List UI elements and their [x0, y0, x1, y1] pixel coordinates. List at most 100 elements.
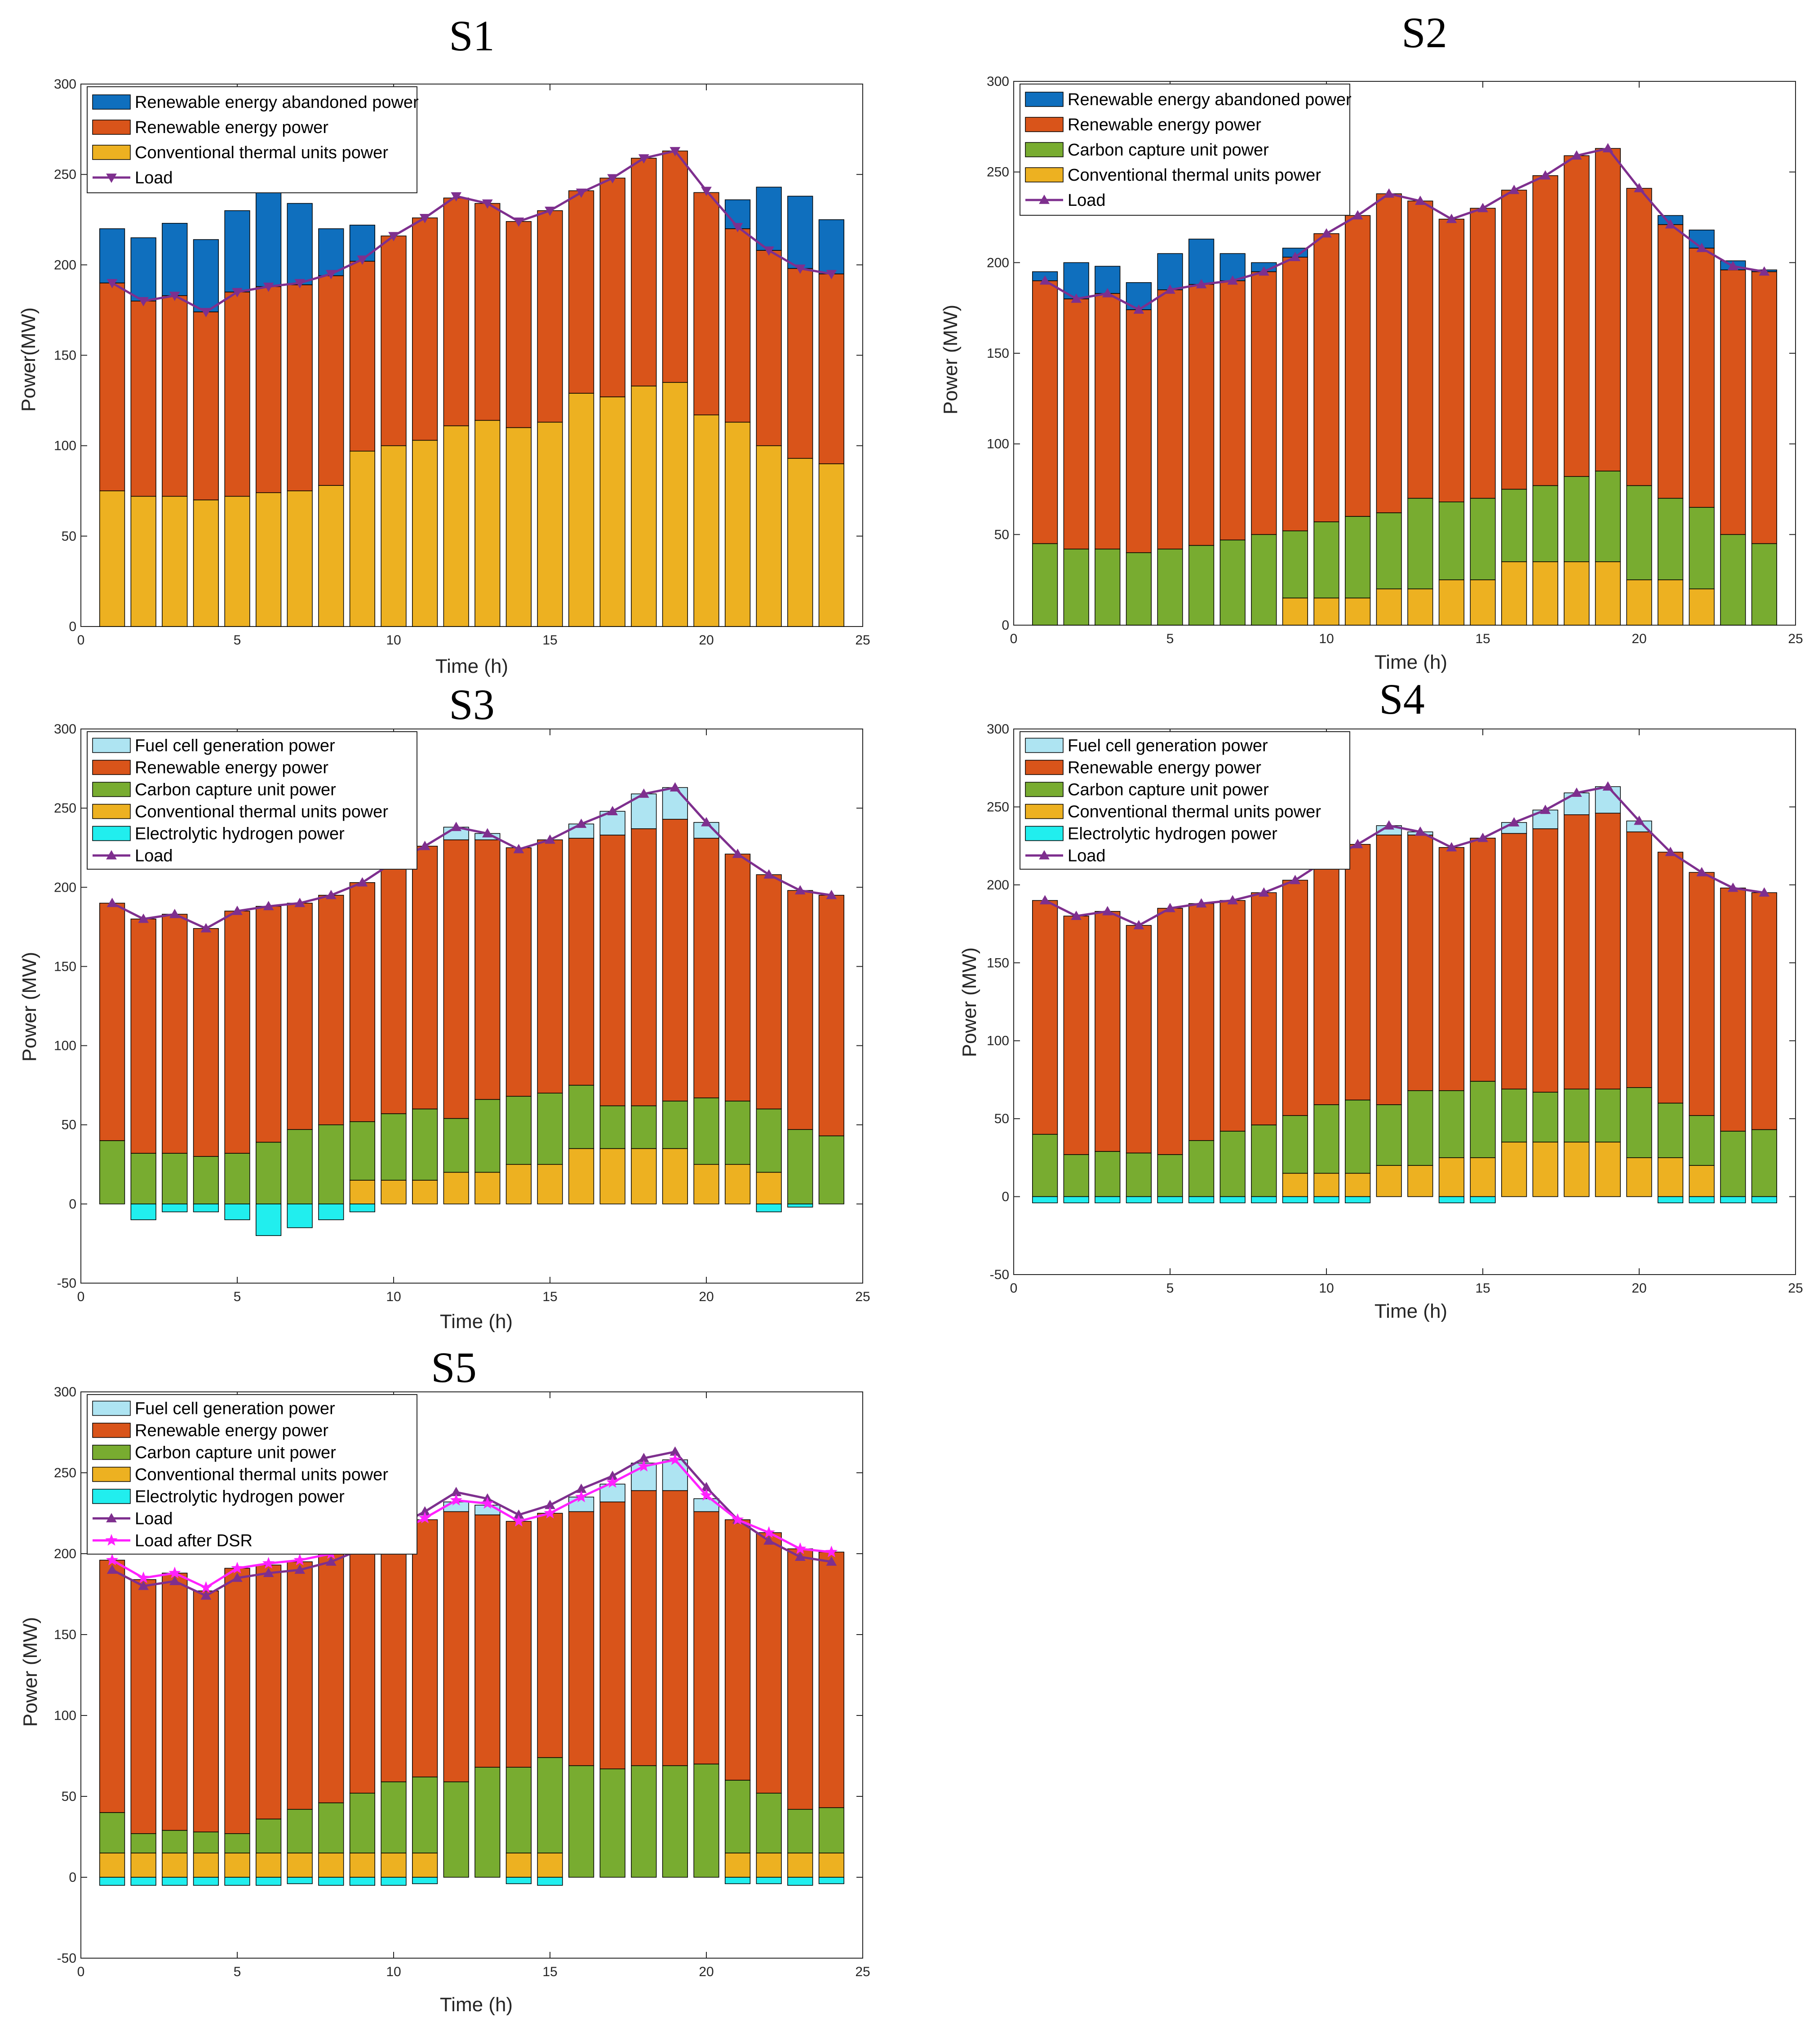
- bar-electro: [787, 1204, 813, 1208]
- point-load: [826, 889, 837, 899]
- legend-swatch-thermal: [92, 145, 131, 160]
- point-load: [1727, 261, 1738, 271]
- bar-thermal: [474, 420, 501, 627]
- y-tick-label: 300: [54, 722, 76, 737]
- point-load: [357, 255, 368, 265]
- bar-electro: [193, 1877, 219, 1886]
- point-load: [1727, 882, 1738, 892]
- bar-electro: [1188, 1196, 1215, 1204]
- bar-carbon: [1658, 498, 1684, 580]
- point-load: [388, 232, 399, 241]
- bar-carbon: [1689, 507, 1715, 590]
- y-tick-label: 250: [54, 1466, 76, 1480]
- y-tick-label: 100: [987, 437, 1009, 452]
- legend-label-electro: Electrolytic hydrogen power: [135, 1488, 345, 1506]
- bar-carbon: [1626, 485, 1652, 580]
- bar-renewable: [349, 882, 375, 1122]
- bar-carbon: [1157, 1154, 1183, 1197]
- bar-renewable: [505, 1521, 532, 1768]
- bar-thermal: [1626, 1157, 1652, 1197]
- bar-thermal: [756, 1172, 782, 1204]
- point-load: [1196, 279, 1207, 289]
- bar-carbon: [1032, 1134, 1058, 1197]
- bar-thermal: [1438, 1157, 1464, 1197]
- point-load: [545, 206, 555, 216]
- y-tick-label: 250: [54, 801, 76, 816]
- legend-swatch-electro: [92, 1489, 131, 1504]
- point-load: [263, 282, 274, 292]
- point-load: [1258, 266, 1269, 276]
- bar-carbon: [1470, 1081, 1496, 1158]
- bar-fuelcell: [599, 811, 625, 835]
- bar-thermal: [756, 445, 782, 627]
- bar-renewable: [443, 197, 469, 427]
- bar-renewable: [287, 284, 313, 492]
- bar-thermal: [256, 1853, 282, 1878]
- bar-carbon: [256, 1818, 282, 1853]
- point-load: [325, 889, 337, 899]
- y-tick-label: 50: [994, 1111, 1009, 1126]
- bar-carbon: [818, 1807, 844, 1853]
- point-load: [1352, 839, 1363, 849]
- bar-renewable: [1532, 175, 1558, 486]
- bar-carbon: [599, 1105, 625, 1149]
- bar-thermal: [568, 1148, 594, 1204]
- line-load: [111, 150, 832, 313]
- point-dsr: [262, 1557, 275, 1569]
- y-tick-label: 100: [54, 1708, 76, 1723]
- bar-abandoned: [193, 239, 219, 312]
- point-load: [1602, 781, 1614, 791]
- point-dsr: [638, 1460, 650, 1472]
- bar-renewable: [1345, 844, 1371, 1101]
- x-tick-label: 0: [1010, 631, 1018, 646]
- legend-label-renewable: Renewable energy power: [135, 1422, 328, 1440]
- legend-swatch-electro: [92, 826, 131, 841]
- y-tick-label: 200: [987, 878, 1009, 893]
- legend-label-abandoned: Renewable energy abandoned power: [1068, 90, 1352, 109]
- point-dsr: [481, 1497, 494, 1509]
- bar-electro: [1063, 1196, 1089, 1204]
- bar-carbon: [1251, 534, 1277, 626]
- bar-renewable: [1376, 193, 1402, 513]
- bar-thermal: [662, 1148, 688, 1204]
- bar-abandoned: [1157, 253, 1183, 290]
- y-tick-label: 50: [994, 527, 1009, 542]
- x-tick-label: 25: [855, 633, 870, 648]
- bar-renewable: [725, 853, 751, 1102]
- legend: Fuel cell generation power Renewable ener…: [87, 1394, 417, 1555]
- bar-renewable: [1313, 233, 1339, 522]
- bar-renewable: [662, 151, 688, 383]
- point-load: [1165, 902, 1175, 912]
- bar-carbon: [224, 1833, 250, 1853]
- bar-carbon: [1564, 1089, 1590, 1142]
- bar-renewable: [505, 847, 532, 1097]
- bar-renewable: [1501, 190, 1527, 490]
- bar-electro: [537, 1877, 563, 1886]
- line-load: [111, 1450, 832, 1597]
- bar-renewable: [568, 190, 594, 394]
- bar-thermal: [99, 490, 125, 627]
- legend-swatch-renewable: [92, 1422, 131, 1438]
- bar-carbon: [1126, 552, 1152, 626]
- point-load: [263, 1568, 274, 1577]
- point-load: [1508, 817, 1520, 826]
- bar-renewable: [256, 286, 282, 493]
- legend-swatch-renewable: [92, 120, 131, 135]
- bar-abandoned: [1689, 229, 1715, 249]
- bar-renewable: [1376, 835, 1402, 1105]
- bar-thermal: [256, 492, 282, 627]
- bar-carbon: [443, 1781, 469, 1878]
- bar-renewable: [1345, 215, 1371, 517]
- bar-thermal: [1626, 579, 1652, 626]
- x-tick-label: 10: [1319, 1281, 1334, 1296]
- bar-thermal: [1564, 561, 1590, 626]
- legend-swatch-carbon: [1025, 142, 1064, 157]
- bar-carbon: [568, 1765, 594, 1878]
- y-tick-label: 150: [987, 955, 1009, 970]
- bar-carbon: [162, 1153, 188, 1204]
- plot-area: 0 50 100 150 200 250 300 0 5 10 15 20 25 Renewable en…: [987, 74, 1803, 646]
- y-tick-label: -50: [990, 1267, 1009, 1282]
- bar-carbon: [1313, 1104, 1339, 1174]
- bar-carbon: [787, 1129, 813, 1204]
